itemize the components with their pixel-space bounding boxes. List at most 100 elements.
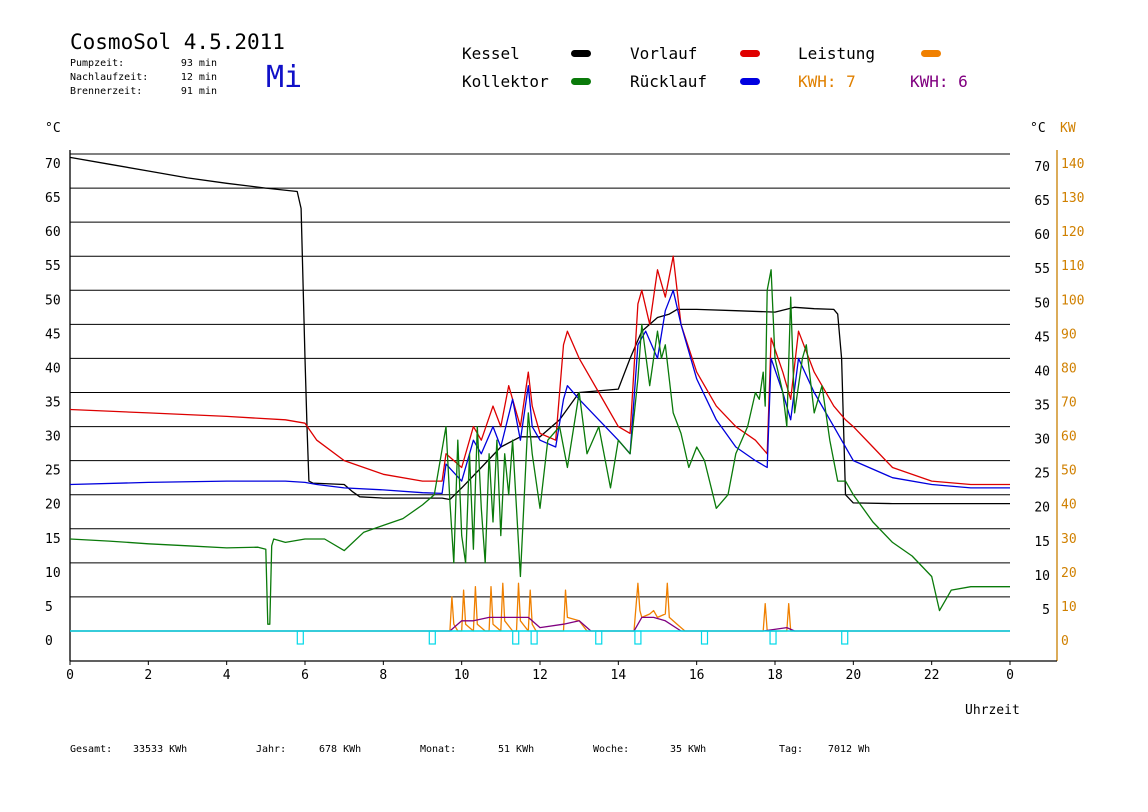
right-axis-unit-kw: KW: [1060, 121, 1076, 136]
y2-tick-label: 50: [1061, 464, 1077, 479]
x-tick-label: 6: [301, 668, 309, 683]
pump-marker: [700, 630, 709, 645]
y-tick-label: 65: [45, 191, 61, 206]
y-right-tick-label: 35: [1034, 399, 1050, 414]
left-axis-unit: °C: [45, 121, 61, 136]
x-tick-label: 20: [846, 668, 862, 683]
y-right-tick-label: 70: [1034, 160, 1050, 175]
legend-ruecklauf-label: Rücklauf: [630, 72, 708, 91]
y2-tick-label: 10: [1061, 600, 1077, 615]
y-tick-label: 50: [45, 293, 61, 308]
footer-monat-value: 51 KWh: [498, 744, 535, 755]
footer-tag-label: Tag:: [779, 744, 804, 755]
legend-vorlauf-label: Vorlauf: [630, 44, 698, 63]
x-tick-label: 0: [1006, 668, 1014, 683]
footer-monat-label: Monat:: [420, 744, 457, 755]
footer-jahr-label: Jahr:: [256, 744, 287, 755]
y2-tick-label: 80: [1061, 361, 1077, 376]
series-line-kessel: [69, 156, 1010, 505]
stat-label-pumpzeit: Pumpzeit:: [70, 58, 125, 69]
y2-tick-label: 20: [1061, 566, 1077, 581]
x-tick-label: 0: [66, 668, 74, 683]
x-tick-label: 16: [689, 668, 705, 683]
x-tick-label: 12: [532, 668, 548, 683]
x-tick-label: 18: [767, 668, 783, 683]
y2-tick-label: 0: [1061, 634, 1069, 649]
legend-kollektor-swatch: [571, 78, 591, 85]
x-axis-title: Uhrzeit: [965, 703, 1020, 718]
y-right-tick-label: 65: [1034, 194, 1050, 209]
y-tick-label: 70: [45, 157, 61, 172]
y-tick-label: 15: [45, 532, 61, 547]
y-right-tick-label: 30: [1034, 433, 1050, 448]
y-tick-label: 35: [45, 396, 61, 411]
y-right-tick-label: 10: [1034, 569, 1050, 584]
pump-marker: [595, 630, 603, 645]
x-tick-label: 2: [144, 668, 152, 683]
series-line-vorlauf: [69, 255, 1010, 486]
series-layer: [69, 156, 1010, 632]
pump-marker: [634, 630, 642, 645]
pump-marker: [841, 630, 849, 645]
y2-tick-label: 70: [1061, 396, 1077, 411]
axis-layer: [69, 150, 1058, 665]
y-right-tick-label: 45: [1034, 330, 1050, 345]
legend-kwh-orange: KWH: 7: [798, 72, 856, 91]
y-right-tick-label: 55: [1034, 262, 1050, 277]
right-axis-unit-c: °C: [1030, 121, 1046, 136]
legend-kessel-swatch: [571, 50, 591, 57]
y2-tick-label: 40: [1061, 498, 1077, 513]
series-line-leistung: [70, 582, 1010, 632]
y-right-tick-label: 20: [1034, 501, 1050, 516]
legend-leistung-swatch: [921, 50, 941, 57]
x-tick-label: 22: [924, 668, 940, 683]
y2-tick-label: 100: [1061, 293, 1084, 308]
series-line-kwh: [70, 616, 1010, 632]
y-right-tick-label: 60: [1034, 228, 1050, 243]
y-tick-label: 55: [45, 259, 61, 274]
pump-marker: [769, 630, 777, 645]
x-tick-label: 14: [611, 668, 627, 683]
y-tick-label: 5: [45, 600, 53, 615]
stat-value-pumpzeit: 93 min: [180, 58, 217, 69]
y-right-tick-label: 50: [1034, 296, 1050, 311]
legend-leistung-label: Leistung: [798, 44, 876, 63]
chart-title: CosmoSol 4.5.2011: [70, 30, 285, 54]
y2-tick-label: 120: [1061, 225, 1084, 240]
y-right-tick-label: 15: [1034, 535, 1050, 550]
y-tick-label: 25: [45, 464, 61, 479]
y-tick-label: 10: [45, 566, 61, 581]
series-line-ruecklauf: [69, 289, 1010, 495]
pump-marker: [530, 630, 538, 645]
weekday-label: Mi: [266, 60, 303, 95]
x-tick-label: 4: [223, 668, 231, 683]
footer-woche-value: 35 KWh: [670, 744, 707, 755]
y-tick-label: 20: [45, 498, 61, 513]
stat-label-brennerzeit: Brennerzeit:: [70, 86, 143, 97]
grid-layer: [70, 153, 1010, 598]
legend-vorlauf-swatch: [740, 50, 760, 57]
footer-gesamt-label: Gesamt:: [70, 744, 113, 755]
legend-ruecklauf-swatch: [740, 78, 760, 85]
y-tick-label: 45: [45, 327, 61, 342]
footer-tag-value: 7012 Wh: [828, 744, 871, 755]
marker-layer: [70, 630, 1010, 645]
pump-marker: [428, 630, 436, 645]
y-right-tick-label: 25: [1034, 467, 1050, 482]
y-tick-label: 0: [45, 634, 53, 649]
y-tick-label: 60: [45, 225, 61, 240]
y-right-tick-label: 40: [1034, 364, 1050, 379]
pump-marker: [296, 630, 304, 645]
y2-tick-label: 110: [1061, 259, 1084, 274]
y2-tick-label: 30: [1061, 532, 1077, 547]
stat-value-brennerzeit: 91 min: [180, 86, 217, 97]
y2-tick-label: 90: [1061, 327, 1077, 342]
stat-label-nachlaufzeit: Nachlaufzeit:: [70, 72, 149, 83]
pump-marker: [512, 630, 520, 645]
legend-kollektor-label: Kollektor: [462, 72, 549, 91]
x-tick-label: 10: [454, 668, 470, 683]
legend-kessel-label: Kessel: [462, 44, 520, 63]
y2-tick-label: 130: [1061, 191, 1084, 206]
x-tick-label: 8: [379, 668, 387, 683]
